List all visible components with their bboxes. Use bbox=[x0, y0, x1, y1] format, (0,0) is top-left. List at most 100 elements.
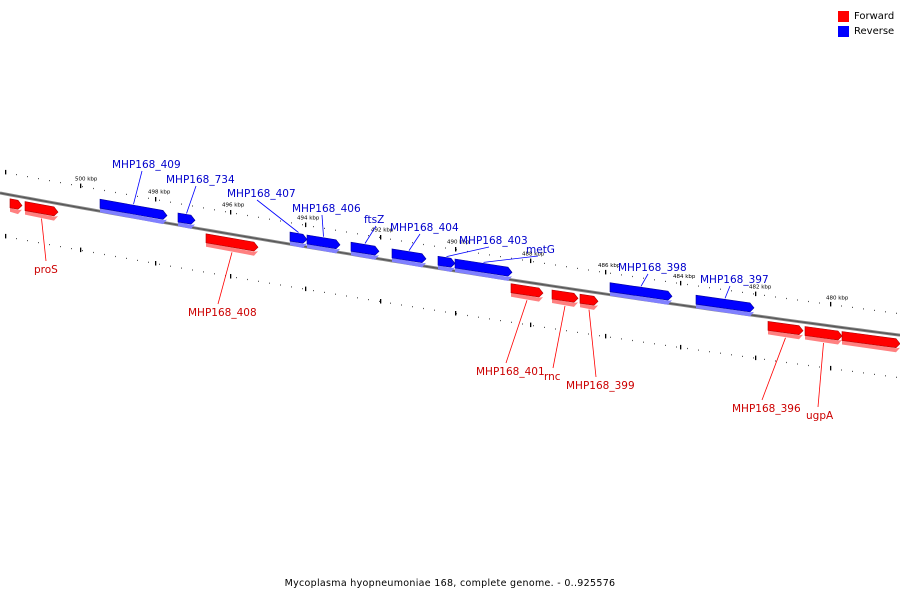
gene-shadow bbox=[805, 335, 842, 345]
upper-tick-minor bbox=[885, 311, 886, 313]
upper-tick-minor bbox=[148, 197, 149, 199]
gene-label: ftsZ bbox=[364, 214, 384, 226]
scale-tick-label: 498 kbp bbox=[148, 190, 171, 196]
upper-tick-minor bbox=[170, 201, 171, 203]
lower-tick-minor bbox=[819, 366, 820, 368]
lower-tick-minor bbox=[390, 302, 391, 304]
upper-tick-minor bbox=[456, 249, 457, 251]
gene-rnc-shape bbox=[551, 289, 579, 303]
lower-tick-minor bbox=[445, 311, 446, 313]
gene-leader-line bbox=[724, 285, 731, 299]
upper-tick-minor bbox=[610, 272, 611, 274]
gene-shadow bbox=[100, 208, 167, 225]
lower-tick-minor bbox=[16, 238, 17, 240]
lower-tick-minor bbox=[313, 290, 314, 292]
upper-tick-minor bbox=[16, 174, 17, 176]
lower-tick-minor bbox=[863, 372, 864, 374]
lower-tick-minor bbox=[786, 361, 787, 364]
upper-tick-minor bbox=[621, 274, 622, 276]
gene-leader-line bbox=[446, 246, 490, 257]
gene-shadow bbox=[696, 304, 754, 317]
gene-label: MHP168_407 bbox=[227, 188, 296, 200]
lower-tick-minor bbox=[676, 346, 677, 348]
lower-tick-minor bbox=[38, 242, 39, 244]
gene-MHP168_406-shape bbox=[306, 234, 341, 250]
upper-tick-minor bbox=[775, 296, 776, 298]
upper-tick-minor bbox=[258, 216, 259, 218]
lower-tick-minor bbox=[291, 286, 292, 288]
upper-tick-minor bbox=[500, 256, 501, 258]
scale-tick-label: 480 kbp bbox=[826, 295, 849, 301]
gene-metG-shape bbox=[454, 258, 513, 277]
lower-tick-minor bbox=[731, 354, 732, 356]
lower-tick-minor bbox=[643, 341, 644, 343]
lower-tick-minor bbox=[467, 314, 468, 317]
upper-tick-minor bbox=[720, 288, 721, 290]
lower-tick-minor bbox=[478, 316, 479, 318]
gene-leader-line bbox=[364, 225, 377, 244]
gene-unlabeled-shape bbox=[841, 331, 900, 349]
lower-tick-minor bbox=[654, 343, 655, 345]
upper-tick-minor bbox=[192, 205, 193, 207]
gene-leader-line bbox=[133, 170, 143, 205]
upper-tick-minor bbox=[544, 262, 545, 264]
upper-tick-minor bbox=[643, 277, 644, 279]
upper-tick-minor bbox=[764, 294, 765, 296]
upper-tick-minor bbox=[511, 257, 512, 259]
upper-tick-minor bbox=[159, 199, 160, 201]
lower-tick-major bbox=[5, 233, 7, 239]
scale-tick-label: 494 kbp bbox=[297, 215, 320, 221]
gene-MHP168_396-shape bbox=[767, 321, 804, 336]
lower-tick-major bbox=[830, 365, 832, 371]
upper-tick-minor bbox=[753, 293, 754, 295]
upper-tick-minor bbox=[115, 191, 116, 194]
upper-tick-minor bbox=[82, 186, 83, 188]
lower-tick-minor bbox=[599, 335, 600, 337]
gene-leader-line bbox=[761, 337, 786, 401]
gene-leader-line bbox=[483, 255, 539, 263]
upper-tick-minor bbox=[698, 285, 699, 287]
scale-tick-label: 496 kbp bbox=[222, 203, 245, 209]
upper-tick-minor bbox=[368, 235, 369, 237]
upper-tick-minor bbox=[60, 182, 61, 184]
upper-tick-minor bbox=[335, 229, 336, 231]
gene-MHP168_403-shape bbox=[437, 255, 456, 268]
lower-tick-minor bbox=[544, 326, 545, 328]
upper-tick-minor bbox=[654, 279, 655, 281]
gene-label: MHP168_397 bbox=[700, 274, 769, 286]
caption: Mycoplasma hyopneumoniae 168, complete g… bbox=[284, 578, 616, 589]
upper-tick-major bbox=[605, 269, 607, 275]
lower-tick-minor bbox=[852, 370, 853, 372]
gene-label: MHP168_401 bbox=[476, 366, 545, 378]
lower-tick-minor bbox=[808, 364, 809, 367]
upper-tick-major bbox=[380, 235, 382, 240]
legend-forward: Forward bbox=[838, 9, 894, 24]
upper-tick-major bbox=[5, 169, 7, 175]
upper-tick-minor bbox=[401, 240, 402, 242]
legend-forward-label: Forward bbox=[854, 11, 895, 22]
gene-leader-line bbox=[505, 300, 528, 364]
gene-shadow bbox=[392, 257, 426, 268]
upper-tick-major bbox=[80, 183, 82, 189]
lower-tick-minor bbox=[742, 355, 743, 357]
upper-tick-minor bbox=[225, 211, 226, 213]
gene-label: MHP168_406 bbox=[292, 203, 361, 215]
lower-tick-minor bbox=[280, 284, 281, 286]
upper-tick-minor bbox=[104, 189, 105, 192]
scale-tick-label: 490 kbp bbox=[447, 240, 470, 246]
upper-tick-minor bbox=[390, 238, 391, 240]
upper-tick-minor bbox=[808, 300, 809, 303]
lower-tick-minor bbox=[885, 375, 886, 377]
upper-tick-minor bbox=[27, 176, 28, 178]
lower-tick-minor bbox=[511, 321, 512, 323]
upper-tick-minor bbox=[566, 266, 567, 268]
lower-tick-minor bbox=[896, 376, 897, 378]
gene-label: MHP168_399 bbox=[566, 380, 635, 392]
gene-shadow bbox=[178, 222, 195, 229]
lower-tick-minor bbox=[709, 351, 710, 353]
gene-label: MHP168_408 bbox=[188, 307, 257, 319]
gene-MHP168_407-shape bbox=[289, 231, 308, 244]
lower-tick-minor bbox=[137, 259, 138, 261]
lower-tick-minor bbox=[874, 373, 875, 375]
